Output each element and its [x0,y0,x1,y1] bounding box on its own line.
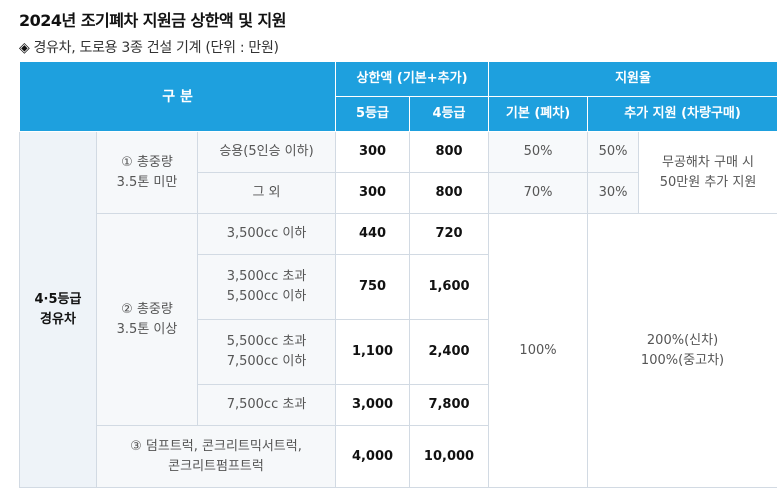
subtitle: ◈ 경유차, 도로용 3종 건설 기계 (단위 : 만원) [19,37,279,57]
table-row: 그 외 300 800 70% 30% [20,172,777,214]
header-row-2: 5등급 4등급 기본 (폐차) 추가 지원 (차량구매) [20,96,777,132]
diamond-icon: ◈ [19,40,30,56]
header-support-rate: 지원율 [488,61,777,97]
row-g4: 10,000 [409,425,490,488]
subtitle-text: 경유차, 도로용 3종 건설 기계 (단위 : 만원) [33,40,279,56]
row-g4: 800 [409,172,490,214]
header-category: 구 분 [18,61,337,132]
row-g5: 440 [335,213,411,255]
subsidy-table: 구 분 상한액 (기본+추가) 지원율 5등급 4등급 기본 (폐차) 추가 지… [18,61,777,488]
row-g5: 300 [335,172,411,214]
row-g5: 750 [335,254,411,320]
header-additional: 추가 지원 (차량구매) [587,96,777,132]
big-basic: 100% [488,213,589,488]
big-additional: 200%(신차) 100%(중고차) [587,213,777,488]
row-type: 그 외 [196,172,337,214]
table-row: ② 총중량 3.5톤 이상 3,500cc 이하 440 720 100% 20… [20,213,777,488]
table-row: ③ 덤프트럭, 콘크리트믹서트럭, 콘크리트펌프트럭 4,000 10,000 [20,425,777,488]
row-g5: 300 [335,131,411,173]
row-g4: 2,400 [409,319,490,385]
extra-note: 무공해차 구매 시 50만원 추가 지원 [638,131,777,214]
section-under35: ① 총중량 3.5톤 미만 [96,131,198,214]
row-g4: 1,600 [409,254,490,320]
section-dump: ③ 덤프트럭, 콘크리트믹서트럭, 콘크리트펌프트럭 [95,425,337,488]
row-g5: 4,000 [335,425,411,488]
table-row: 5,500cc 초과 7,500cc 이하 1,100 2,400 [20,319,777,385]
row-basic: 50% [488,131,589,173]
page-title: 2024년 조기폐차 지원금 상한액 및 지원 [19,11,286,30]
row-type: 7,500cc 초과 [196,384,337,426]
header-basic: 기본 (폐차) [488,96,589,132]
row-add-rate: 30% [587,172,640,214]
row-type: 5,500cc 초과 7,500cc 이하 [196,319,337,385]
header-grade5: 5등급 [335,96,411,132]
row-type: 3,500cc 이하 [196,213,337,255]
row-g4: 7,800 [409,384,490,426]
row-basic: 70% [488,172,589,214]
header-grade4: 4등급 [409,96,490,132]
row-g5: 3,000 [335,384,411,426]
row-g5: 1,100 [335,319,411,385]
group-label: 4·5등급 경유차 [19,131,97,488]
header-row-1: 구 분 상한액 (기본+추가) 지원율 [18,61,777,132]
row-type: 승용(5인승 이하) [196,131,337,173]
row-add-rate: 50% [587,131,640,173]
table-row: 4·5등급 경유차 ① 총중량 3.5톤 미만 승용(5인승 이하) 300 8… [19,131,777,488]
section-over35: ② 총중량 3.5톤 이상 [96,213,198,426]
row-type: 3,500cc 초과 5,500cc 이하 [196,254,337,320]
row-g4: 720 [409,213,490,255]
table-row: 3,500cc 초과 5,500cc 이하 750 1,600 [20,254,777,320]
row-g4: 800 [409,131,490,173]
header-cap-group: 상한액 (기본+추가) [335,61,490,97]
